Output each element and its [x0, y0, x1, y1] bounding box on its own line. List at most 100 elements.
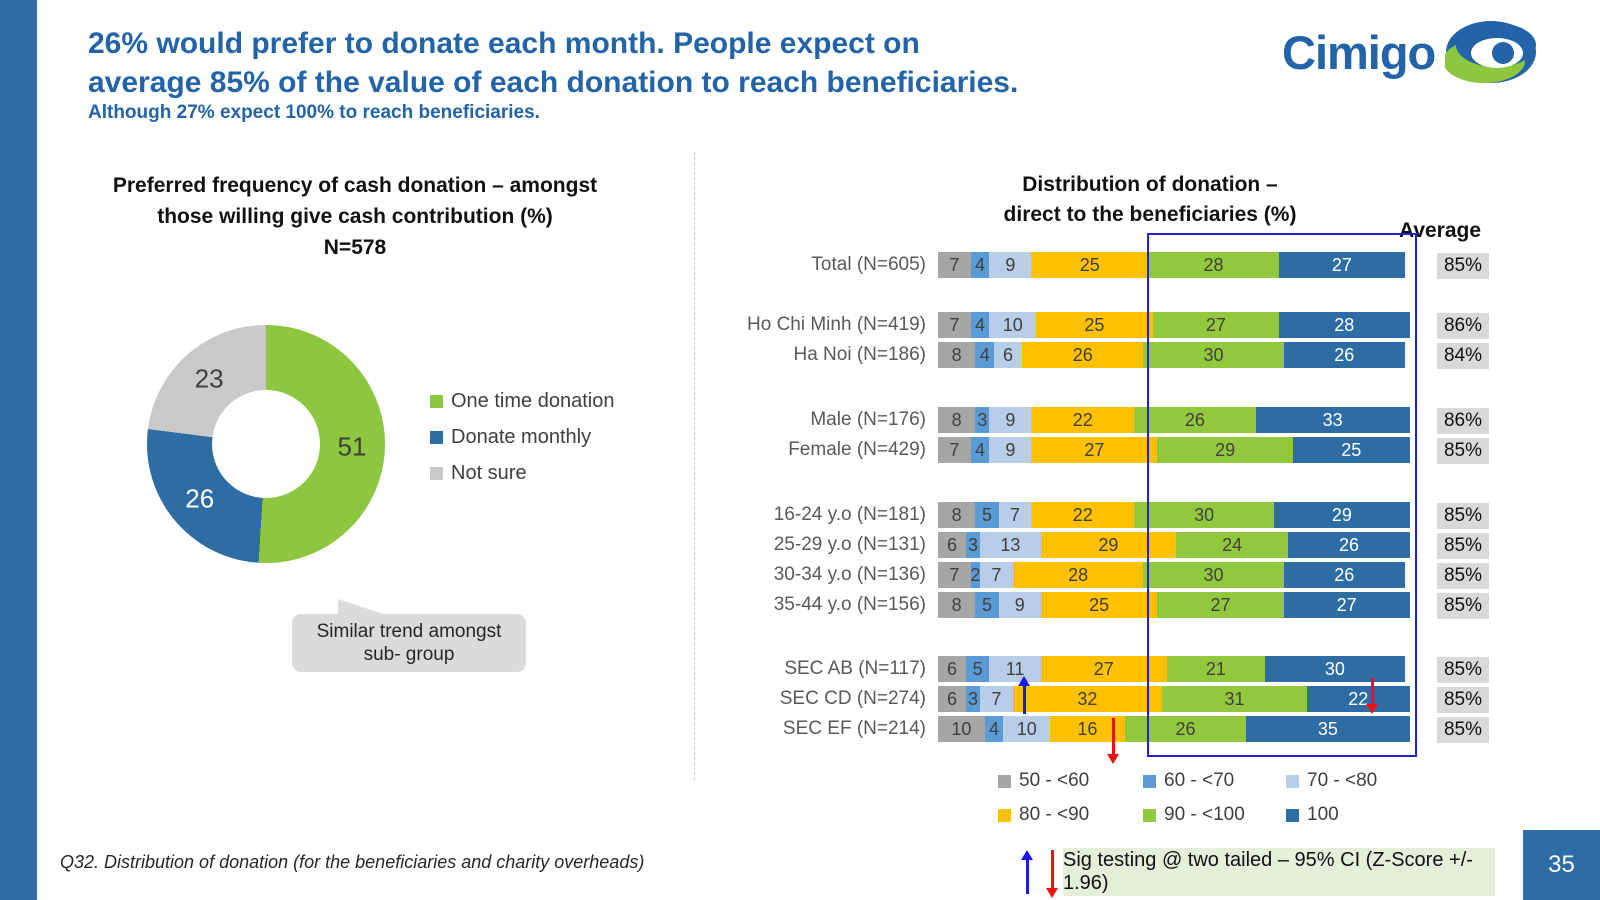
average-value: 85% — [1437, 687, 1489, 713]
category-label: Total (N=605) — [811, 254, 926, 275]
bar-segment-value: 31 — [1224, 688, 1245, 709]
legend-label: Not sure — [451, 462, 527, 484]
bar-segment: 8 — [938, 592, 976, 618]
callout-line1: Similar trend amongst — [316, 621, 502, 642]
bar-segment: 7 — [980, 562, 1013, 588]
category-label: Ha Noi (N=186) — [793, 344, 926, 365]
bar-segment: 4 — [970, 312, 990, 338]
bar-segment-value: 9 — [1005, 254, 1016, 275]
average-value: 85% — [1437, 657, 1489, 683]
legend-label: 70 - <80 — [1307, 770, 1378, 791]
bar-segment-value: 28 — [1068, 564, 1089, 585]
average-value: 85% — [1437, 503, 1489, 529]
legend-swatch — [430, 395, 443, 408]
arrow-head — [1107, 754, 1119, 764]
legend-swatch — [1286, 774, 1299, 788]
bar-segment: 4 — [975, 342, 995, 368]
bar-segment: 13 — [980, 532, 1041, 558]
bar-segment: 8 — [938, 342, 976, 368]
donut-slice-value: 26 — [185, 483, 215, 514]
bar-segment: 7 — [938, 437, 971, 463]
bar-segment-value: 22 — [1072, 504, 1093, 525]
bar-segment-value: 7 — [949, 314, 960, 335]
bar-segment-value: 3 — [977, 409, 988, 430]
bar-segment-value: 32 — [1077, 688, 1098, 709]
bar-segment: 22 — [1306, 686, 1410, 712]
category-label: SEC EF (N=214) — [782, 718, 926, 739]
bar-segment: 26 — [1124, 716, 1247, 742]
bar-segment-value: 27 — [1205, 314, 1226, 335]
bar-segment-value: 3 — [968, 534, 979, 555]
bar-segment-value: 29 — [1331, 504, 1352, 525]
arrow-shaft — [1023, 685, 1026, 714]
slide-subtitle: Although 27% expect 100% to reach benefi… — [88, 102, 540, 123]
bar-segment-value: 24 — [1222, 534, 1243, 555]
bar-title-line2: direct to the beneficiaries (%) — [1003, 203, 1297, 226]
bar-segment-value: 27 — [1084, 439, 1105, 460]
average-value: 85% — [1437, 253, 1489, 279]
arrow-shaft — [1371, 678, 1374, 705]
bar-segment-value: 4 — [975, 314, 986, 335]
bar-segment: 4 — [970, 252, 990, 278]
bar-segment: 27 — [1031, 437, 1158, 463]
bar-segment: 25 — [1031, 252, 1149, 278]
category-label: 35-44 y.o (N=156) — [773, 594, 926, 615]
bar-segment-value: 4 — [975, 254, 986, 275]
bar-chart-title: Distribution of donation – direct to the… — [880, 170, 1420, 230]
bar-segment: 7 — [980, 686, 1013, 712]
bar-segment: 4 — [970, 437, 990, 463]
bar-segment-value: 25 — [1084, 314, 1105, 335]
bar-segment: 28 — [1148, 252, 1279, 278]
slide-title: 26% would prefer to donate each month. P… — [88, 24, 1238, 102]
category-label: Ho Chi Minh (N=419) — [747, 314, 926, 335]
bar-segment-value: 7 — [949, 254, 960, 275]
bar-segment: 3 — [975, 407, 990, 433]
bar-segment: 21 — [1166, 656, 1265, 682]
legend-label: One time donation — [451, 390, 615, 412]
bar-segment-value: 8 — [951, 344, 962, 365]
bar-segment-value: 21 — [1205, 658, 1226, 679]
donut-chart-title: Preferred frequency of cash donation – a… — [45, 170, 665, 263]
slide-title-line1: 26% would prefer to donate each month. P… — [88, 27, 920, 60]
average-header: Average — [1398, 219, 1482, 242]
bar-segment-value: 25 — [1079, 254, 1100, 275]
bar-segment-value: 5 — [982, 504, 993, 525]
bar-segment-value: 7 — [991, 688, 1002, 709]
legend-label: 80 - <90 — [1019, 804, 1090, 825]
donut-hole — [212, 390, 320, 498]
average-value: 85% — [1437, 438, 1489, 464]
legend-label: 60 - <70 — [1164, 770, 1235, 791]
category-label: 30-34 y.o (N=136) — [773, 564, 926, 585]
bar-segment-value: 9 — [1005, 439, 1016, 460]
legend-item: 80 - <90 — [998, 804, 1089, 826]
bar-segment: 8 — [938, 407, 976, 433]
bar-segment-value: 6 — [1003, 344, 1014, 365]
arrow-shaft — [1112, 718, 1115, 755]
arrow-head — [1366, 704, 1378, 714]
callout-line2: sub- group — [363, 644, 455, 665]
bar-segment-value: 16 — [1077, 718, 1098, 739]
bar-segment-value: 10 — [1002, 314, 1023, 335]
legend-item: 70 - <80 — [1286, 770, 1377, 792]
bar-segment-value: 8 — [951, 409, 962, 430]
arrow-shaft — [1051, 850, 1054, 889]
bar-segment-value: 6 — [947, 534, 958, 555]
bar-segment: 25 — [1292, 437, 1410, 463]
bar-segment: 5 — [975, 502, 999, 528]
arrow-head — [1018, 676, 1030, 686]
bar-segment: 31 — [1162, 686, 1307, 712]
bar-segment: 27 — [1283, 592, 1410, 618]
bar-segment: 27 — [1278, 252, 1405, 278]
bar-segment: 30 — [1143, 342, 1284, 368]
bar-segment-value: 6 — [947, 658, 958, 679]
bar-segment-value: 7 — [949, 564, 960, 585]
bar-segment-value: 28 — [1203, 254, 1224, 275]
bar-segment-value: 22 — [1348, 688, 1369, 709]
bar-segment: 5 — [975, 592, 999, 618]
donut-slice-value: 23 — [194, 363, 224, 394]
legend-item: 100 — [1286, 804, 1339, 826]
arrow-head — [1046, 888, 1058, 898]
category-label: 25-29 y.o (N=131) — [773, 534, 926, 555]
donut-title-n: N=578 — [323, 236, 387, 259]
bar-segment: 29 — [1040, 532, 1177, 558]
